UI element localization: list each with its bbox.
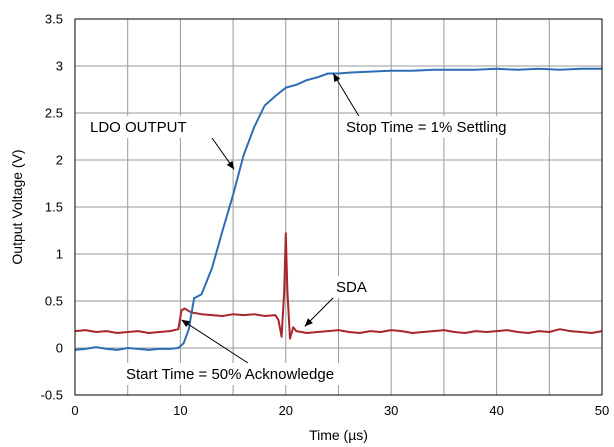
y-tick-label: 3 bbox=[56, 59, 63, 74]
annotation-background bbox=[343, 116, 549, 138]
y-tick-label: 0.5 bbox=[45, 294, 63, 309]
annotation-arrowhead bbox=[333, 73, 341, 83]
annotation-background bbox=[333, 276, 379, 298]
annotation-sda: SDA bbox=[304, 276, 379, 327]
annotation-start-time: Start Time = 50% Acknowledge bbox=[123, 319, 389, 385]
grid-lines bbox=[74, 18, 603, 396]
y-tick-labels: -0.5 0 0.5 1 1.5 2 2.5 3 3.5 bbox=[41, 12, 63, 403]
annotation-arrowhead bbox=[181, 319, 191, 328]
y-tick-label: 1.5 bbox=[45, 200, 63, 215]
x-tick-labels: 0 10 20 30 40 50 bbox=[71, 403, 609, 418]
x-axis-title: Time (µs) bbox=[309, 427, 368, 443]
annotation-background bbox=[87, 116, 215, 138]
series-lines bbox=[74, 67, 603, 351]
plot-frame bbox=[74, 18, 603, 396]
annotation-arrowhead bbox=[304, 318, 313, 327]
y-tick-label: -0.5 bbox=[41, 388, 63, 403]
x-tick-label: 0 bbox=[71, 403, 78, 418]
annotation-ldo-output: LDO OUTPUT bbox=[87, 116, 235, 170]
x-tick-label: 30 bbox=[384, 403, 398, 418]
annotation-label: LDO OUTPUT bbox=[90, 119, 187, 136]
x-tick-label: 20 bbox=[279, 403, 293, 418]
y-tick-label: 0 bbox=[56, 341, 63, 356]
annotations: LDO OUTPUT Stop Time = 1% Settling SDA Star… bbox=[87, 73, 549, 385]
annotation-label: Stop Time = 1% Settling bbox=[346, 119, 507, 136]
annotation-arrow bbox=[181, 319, 249, 364]
x-tick-label: 10 bbox=[173, 403, 187, 418]
annotation-label: Start Time = 50% Acknowledge bbox=[126, 366, 334, 383]
y-tick-label: 2.5 bbox=[45, 106, 63, 121]
x-tick-label: 50 bbox=[595, 403, 609, 418]
annotation-label: SDA bbox=[336, 279, 367, 296]
y-tick-label: 3.5 bbox=[45, 12, 63, 27]
annotation-arrowhead bbox=[226, 160, 235, 170]
y-tick-label: 2 bbox=[56, 153, 63, 168]
annotation-stop-time: Stop Time = 1% Settling bbox=[332, 73, 549, 138]
y-axis-title: Output Voltage (V) bbox=[9, 149, 25, 264]
x-tick-label: 40 bbox=[489, 403, 503, 418]
annotation-background bbox=[123, 363, 389, 385]
y-tick-label: 1 bbox=[56, 247, 63, 262]
sda-line bbox=[74, 232, 603, 340]
annotation-arrow bbox=[332, 73, 361, 119]
ldo-output-line bbox=[74, 67, 602, 351]
